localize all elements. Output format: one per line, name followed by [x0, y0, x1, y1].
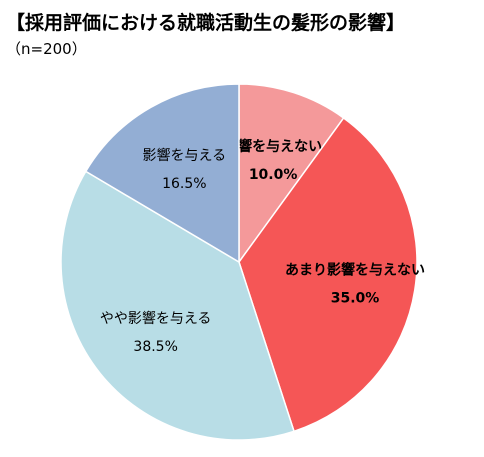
chart-title: 【採用評価における就職活動生の髪形の影響】: [6, 12, 406, 34]
pie-slice: [84, 83, 240, 264]
slice-category-label: 影響を与えない: [224, 138, 322, 155]
slice-category-label: 影響を与える: [143, 147, 227, 164]
chart-subtitle: （n=200）: [6, 40, 87, 58]
pie-slice: [238, 116, 418, 433]
pie-slice: [238, 83, 345, 265]
pie-slice: [60, 170, 295, 441]
slice-value-label: 35.0%: [331, 290, 380, 306]
slice-category-label: あまり影響を与えない: [285, 261, 425, 278]
slice-category-label: やや影響を与える: [100, 310, 212, 327]
slice-value-label: 16.5%: [162, 176, 206, 192]
slice-value-label: 10.0%: [249, 167, 298, 183]
slice-value-label: 38.5%: [133, 339, 177, 355]
